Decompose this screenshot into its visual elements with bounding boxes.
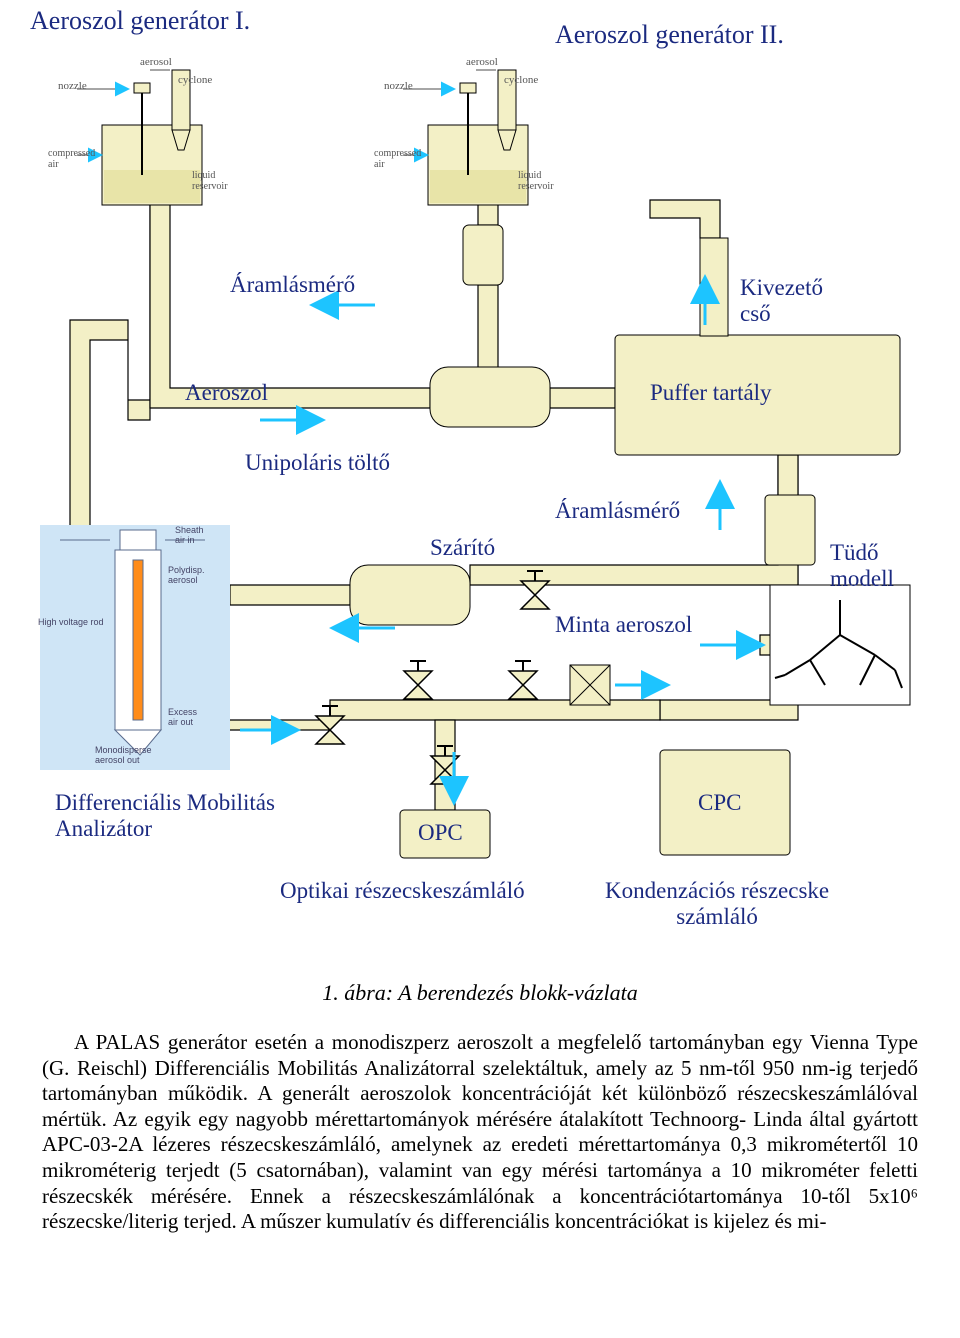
- gen2-nozzle: nozzle: [384, 80, 413, 92]
- gen1-liq: liquid reservoir: [192, 170, 228, 192]
- gen2-comp: compressed air: [374, 148, 421, 170]
- sample-label: Minta aeroszol: [555, 612, 692, 638]
- aerosol-label: Aeroszol: [185, 380, 268, 406]
- gen1-comp: compressed air: [48, 148, 95, 170]
- dryer-label: Szárító: [430, 535, 495, 561]
- unipolar-label: Unipoláris töltő: [245, 450, 390, 476]
- gen1-cyclone: cyclone: [178, 74, 212, 86]
- gen2-liq: liquid reservoir: [518, 170, 554, 192]
- figure-caption: 1. ábra: A berendezés blokk-vázlata: [0, 980, 960, 1006]
- buffer-label: Puffer tartály: [650, 380, 772, 406]
- svg-text:aerosol: aerosol: [168, 575, 198, 585]
- outlet-label: Kivezető cső: [740, 275, 823, 327]
- cpc-label: CPC: [698, 790, 741, 816]
- opc-label: OPC: [418, 820, 463, 846]
- svg-text:Monodisperse: Monodisperse: [95, 745, 152, 755]
- gen1-nozzle: nozzle: [58, 80, 87, 92]
- body-text: A PALAS generátor esetén a monodiszperz …: [42, 1030, 918, 1235]
- flowmeter1-label: Áramlásmérő: [230, 272, 355, 298]
- cpc-full-label: Kondenzációs részecske számláló: [605, 878, 829, 930]
- opc-full-label: Optikai részecskeszámláló: [280, 878, 525, 904]
- svg-text:Excess: Excess: [168, 707, 198, 717]
- dma-label: Differenciális Mobilitás Analizátor: [55, 790, 275, 842]
- svg-text:aerosol out: aerosol out: [95, 755, 140, 765]
- flowmeter2-label: Áramlásmérő: [555, 498, 680, 524]
- lung-label: Tüdő modell: [830, 540, 894, 592]
- svg-text:Sheath: Sheath: [175, 525, 204, 535]
- svg-text:Polydisp.: Polydisp.: [168, 565, 205, 575]
- svg-text:High voltage rod: High voltage rod: [38, 617, 104, 627]
- gen2-cyclone: cyclone: [504, 74, 538, 86]
- gen2-aerosol: aerosol: [466, 56, 498, 68]
- gen1-aerosol: aerosol: [140, 56, 172, 68]
- svg-text:air in: air in: [175, 535, 195, 545]
- svg-text:air out: air out: [168, 717, 194, 727]
